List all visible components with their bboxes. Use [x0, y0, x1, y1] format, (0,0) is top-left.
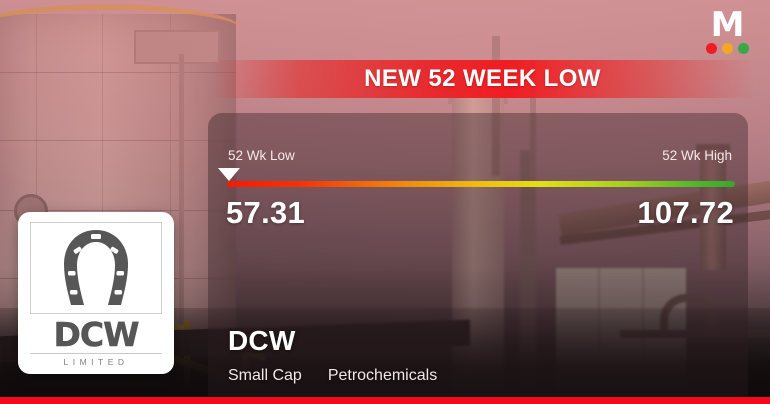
logo-image-frame — [30, 222, 162, 314]
brand-monogram: M — [710, 5, 745, 45]
low-label: 52 Wk Low — [228, 148, 295, 163]
brand-dot-orange — [721, 43, 733, 54]
headline-banner: NEW 52 WEEK LOW — [210, 60, 755, 98]
company-name: DCW — [228, 325, 296, 356]
range-marker-triangle — [218, 168, 240, 181]
headline-text: NEW 52 WEEK LOW — [364, 65, 601, 92]
brand-dots — [698, 43, 756, 54]
low-value: 57.31 — [226, 195, 306, 230]
range-values: 57.31 107.72 — [226, 195, 734, 231]
high-value: 107.72 — [637, 195, 734, 230]
market-cap-category: Small Cap — [228, 367, 302, 384]
high-label: 52 Wk High — [662, 148, 732, 163]
company-sector: Petrochemicals — [327, 367, 438, 384]
logo-subtitle: LIMITED — [30, 353, 162, 367]
52-week-range-bar — [227, 181, 735, 187]
horseshoe-icon — [64, 230, 128, 305]
logo-wordmark: DCW — [53, 315, 140, 354]
company-meta: Small Cap Petrochemicals — [228, 367, 437, 385]
brand-dot-red — [705, 43, 717, 54]
bottom-accent-strip — [0, 397, 770, 404]
stats-panel: 52 Wk Low 52 Wk High 57.31 107.72 DCW Sm… — [208, 113, 748, 404]
company-logo-card: DCW LIMITED — [18, 212, 174, 374]
brand-dot-green — [737, 43, 749, 54]
brand-logo[interactable]: M — [698, 5, 756, 54]
range-labels: 52 Wk Low 52 Wk High — [228, 148, 732, 163]
company-info: DCW Small Cap Petrochemicals — [228, 325, 437, 385]
